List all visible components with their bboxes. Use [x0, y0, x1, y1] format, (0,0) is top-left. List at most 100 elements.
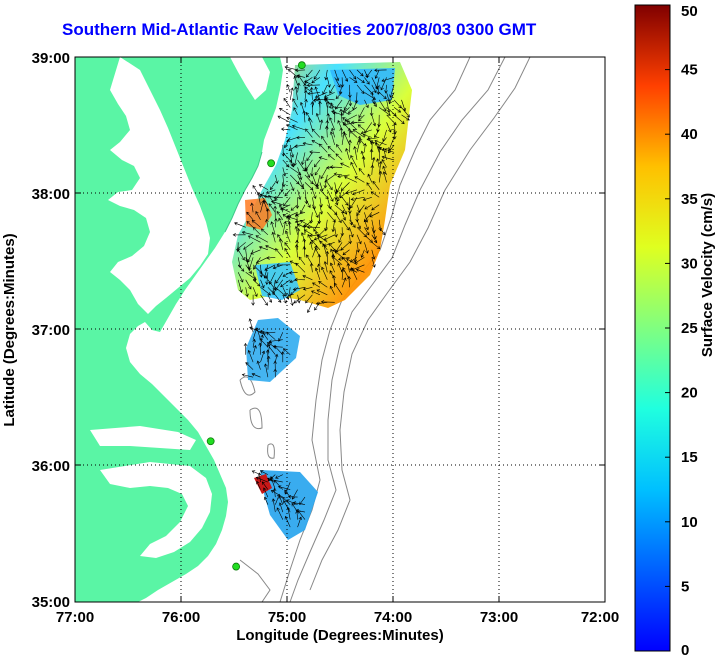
velocity-arrow [312, 189, 317, 200]
velocity-arrow [293, 75, 298, 86]
velocity-arrow [381, 77, 395, 83]
velocity-arrow [371, 204, 380, 211]
velocity-arrow [349, 197, 358, 209]
velocity-arrow [281, 174, 286, 188]
velocity-arrow [374, 68, 387, 73]
velocity-arrow [287, 69, 298, 78]
velocity-arrow [324, 69, 328, 81]
velocity-arrow [256, 360, 261, 370]
velocity-arrow [247, 349, 254, 363]
velocity-arrow [300, 232, 306, 243]
velocity-arrow [329, 117, 335, 131]
velocity-arrow [371, 234, 378, 244]
velocity-arrow [263, 264, 269, 279]
velocity-arrow [376, 84, 381, 95]
velocity-arrow [278, 217, 284, 228]
velocity-arrow [314, 167, 321, 176]
velocity-arrow [327, 212, 336, 223]
station-marker [297, 61, 306, 70]
velocity-arrow [315, 112, 321, 123]
colorbar-tick-label: 40 [681, 126, 698, 143]
velocity-arrow [252, 287, 258, 298]
velocity-arrow [280, 127, 291, 132]
velocity-arrow [325, 125, 329, 138]
colorbar-tick-label: 35 [681, 191, 698, 208]
velocity-arrow [334, 242, 343, 253]
velocity-arrow [241, 230, 254, 236]
velocity-arrow [329, 285, 335, 295]
velocity-arrow [369, 140, 380, 146]
velocity-arrow [262, 200, 269, 213]
velocity-arrow [304, 86, 313, 93]
velocity-arrow [364, 204, 372, 210]
velocity-arrow [339, 189, 350, 199]
velocity-arrow [356, 234, 362, 245]
velocity-arrow [251, 219, 261, 228]
velocity-arrow [250, 249, 261, 255]
velocity-arrow [320, 300, 335, 304]
velocity-arrow [312, 204, 319, 219]
velocity-arrow [271, 279, 276, 294]
velocity-arrow [272, 344, 283, 349]
velocity-arrow [261, 481, 269, 490]
velocity-arrow [282, 167, 287, 177]
velocity-arrow [275, 294, 282, 303]
velocity-arrow [340, 182, 350, 191]
velocity-arrow [364, 212, 369, 223]
velocity-arrow [314, 97, 328, 102]
velocity-arrow [297, 174, 304, 188]
velocity-arrow [278, 332, 284, 342]
velocity-arrow [275, 272, 284, 284]
velocity-arrow [255, 257, 269, 264]
velocity-arrow [364, 122, 373, 134]
velocity-arrow [284, 242, 291, 250]
velocity-arrow [342, 117, 350, 123]
velocity-arrow [319, 189, 329, 200]
velocity-arrow [289, 174, 300, 185]
velocity-arrow [280, 279, 291, 288]
velocity-arrow [364, 84, 374, 95]
velocity-arrow [366, 69, 373, 78]
velocity-arrow [245, 279, 252, 290]
velocity-arrow [311, 282, 321, 288]
velocity-arrow [305, 69, 313, 78]
velocity-arrow [401, 107, 410, 118]
velocity-arrow [369, 212, 380, 218]
velocity-arrow [260, 287, 271, 296]
velocity-arrow [297, 516, 302, 528]
velocity-arrow [282, 348, 291, 355]
velocity-arrow [332, 248, 343, 253]
velocity-arrow [245, 362, 254, 370]
velocity-arrow [286, 124, 298, 131]
velocity-arrow [307, 91, 320, 96]
velocity-arrow [273, 360, 277, 370]
x-tick-label: 74:00 [374, 609, 412, 626]
velocity-arrow [294, 144, 306, 148]
velocity-arrow [271, 231, 276, 243]
station-marker [267, 159, 276, 168]
delmarva-shore [224, 151, 263, 233]
velocity-arrow [281, 144, 286, 157]
velocity-arrow [306, 83, 320, 88]
colorbar-tick-label: 45 [681, 62, 698, 79]
velocity-arrow [237, 257, 242, 269]
velocity-arrow [342, 121, 350, 131]
velocity-arrow [360, 129, 372, 135]
velocity-arrow [283, 500, 291, 513]
velocity-arrow [304, 189, 309, 205]
velocity-arrow [300, 101, 306, 115]
velocity-arrow [237, 272, 244, 283]
velocity-arrow [289, 182, 295, 192]
velocity-arrow [334, 197, 339, 206]
velocity-arrow [381, 155, 395, 161]
velocity-arrow [326, 165, 335, 170]
chart-title: Southern Mid-Atlantic Raw Velocities 200… [62, 20, 537, 39]
velocity-arrow [300, 204, 306, 214]
velocity-arrow [356, 84, 365, 95]
velocity-arrow [386, 122, 392, 133]
velocity-arrow [290, 204, 298, 211]
velocity-arrow [273, 205, 277, 220]
velocity-arrow [306, 152, 313, 162]
tick-marks [75, 57, 605, 602]
velocity-arrow [260, 228, 269, 236]
